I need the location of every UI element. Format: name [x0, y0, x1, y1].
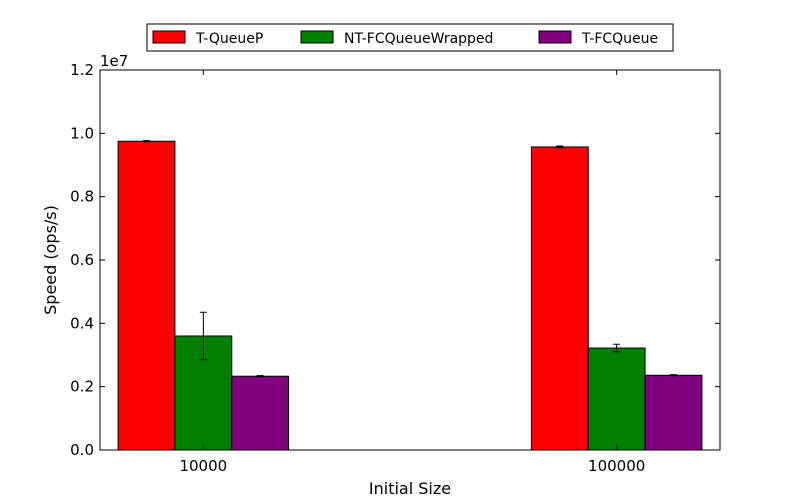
bar-t-fcqueue-10000 [231, 375, 290, 451]
x-axis: 10000 100000 [179, 70, 645, 475]
error-bar-t-fcqueue-10000 [256, 375, 264, 378]
legend-frame [146, 23, 674, 52]
y-axis-multiplier: 1e7 [100, 52, 128, 70]
bar-t-fcqueue-100000 [644, 374, 703, 451]
legend: T-QueueP NT-FCQueueWrapped T-FCQueue [146, 23, 674, 52]
bar-t-queuep-100000 [530, 146, 589, 451]
bars-layer [117, 140, 703, 451]
x-axis-title: Initial Size [369, 479, 451, 498]
x-tick-label: 10000 [179, 457, 227, 475]
y-axis: 0.0 0.2 0.4 0.6 0.8 1.0 1.2 [70, 61, 720, 459]
bar-nt-fcqueuewrapped-100000 [587, 347, 646, 451]
legend-swatch [300, 30, 334, 44]
bar-t-queuep-10000 [117, 140, 176, 451]
y-axis-title: Speed (ops/s) [41, 205, 60, 315]
legend-swatch [152, 30, 186, 44]
legend-entry-t-fcqueue: T-FCQueue [538, 30, 658, 47]
legend-label: NT-FCQueueWrapped [344, 31, 493, 47]
legend-swatch [538, 30, 572, 44]
error-bar-t-queuep-100000 [556, 145, 564, 149]
legend-label: T-FCQueue [581, 31, 658, 47]
legend-label: T-QueueP [195, 31, 263, 47]
error-bar-t-fcqueue-100000 [670, 374, 677, 377]
y-tick-label: 1.2 [70, 61, 94, 79]
error-bar-nt-fcqueuewrapped-100000 [613, 343, 621, 353]
x-tick-label: 100000 [588, 457, 645, 475]
error-bars-layer [143, 140, 677, 378]
error-bar-t-queuep-10000 [143, 140, 150, 143]
y-tick-label: 0.8 [70, 188, 94, 206]
y-tick-label: 0.2 [70, 378, 94, 396]
error-bar-nt-fcqueuewrapped-10000 [199, 311, 207, 361]
y-tick-label: 0.6 [70, 251, 94, 269]
y-tick-label: 0.0 [70, 441, 94, 459]
legend-entry-nt-fcqueuewrapped: NT-FCQueueWrapped [300, 30, 493, 47]
y-tick-label: 0.4 [70, 314, 94, 332]
legend-entry-t-queuep: T-QueueP [152, 30, 263, 47]
y-tick-label: 1.0 [70, 124, 94, 142]
